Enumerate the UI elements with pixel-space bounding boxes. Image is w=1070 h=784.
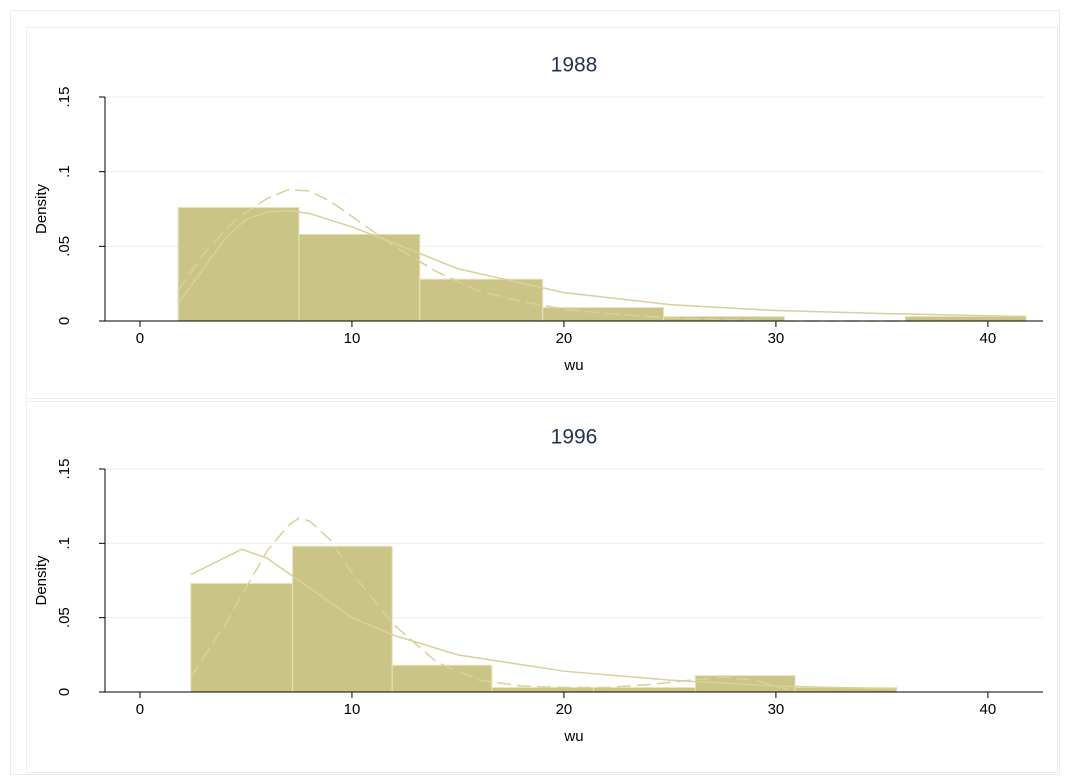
x-tick-label: 30 — [768, 701, 785, 718]
x-axis-label: wu — [563, 357, 583, 374]
y-tick-label: .1 — [56, 165, 73, 178]
bar — [391, 664, 493, 693]
density-curve — [177, 209, 1027, 318]
x-tick-label: 20 — [556, 330, 573, 347]
x-tick-label: 10 — [344, 330, 361, 347]
density-curve — [190, 548, 897, 690]
bar — [542, 307, 665, 322]
density-curve — [177, 188, 1027, 322]
y-axis-label: Density — [33, 555, 50, 606]
x-tick-label: 30 — [768, 330, 785, 347]
y-tick-label: .1 — [56, 537, 73, 550]
x-tick-label: 20 — [556, 701, 573, 718]
bar — [190, 582, 294, 693]
bar — [292, 545, 393, 693]
y-tick-label: 0 — [56, 688, 73, 696]
x-tick-label: 10 — [344, 701, 361, 718]
x-tick-label: 40 — [980, 330, 997, 347]
y-tick-label: .05 — [56, 236, 73, 257]
bar — [593, 687, 696, 693]
bar — [419, 278, 544, 322]
chart-title: 1996 — [551, 426, 598, 449]
x-tick-label: 40 — [980, 701, 997, 718]
y-tick-label: .05 — [56, 607, 73, 628]
y-axis-label: Density — [33, 183, 50, 234]
x-tick-label: 0 — [136, 701, 144, 718]
y-tick-label: 0 — [56, 317, 73, 325]
chart-title: 1988 — [551, 54, 598, 77]
bar — [298, 233, 421, 322]
x-tick-label: 0 — [136, 330, 144, 347]
x-axis-label: wu — [563, 728, 583, 745]
y-tick-label: .15 — [56, 87, 73, 108]
panel — [26, 401, 1058, 773]
y-tick-label: .15 — [56, 459, 73, 480]
